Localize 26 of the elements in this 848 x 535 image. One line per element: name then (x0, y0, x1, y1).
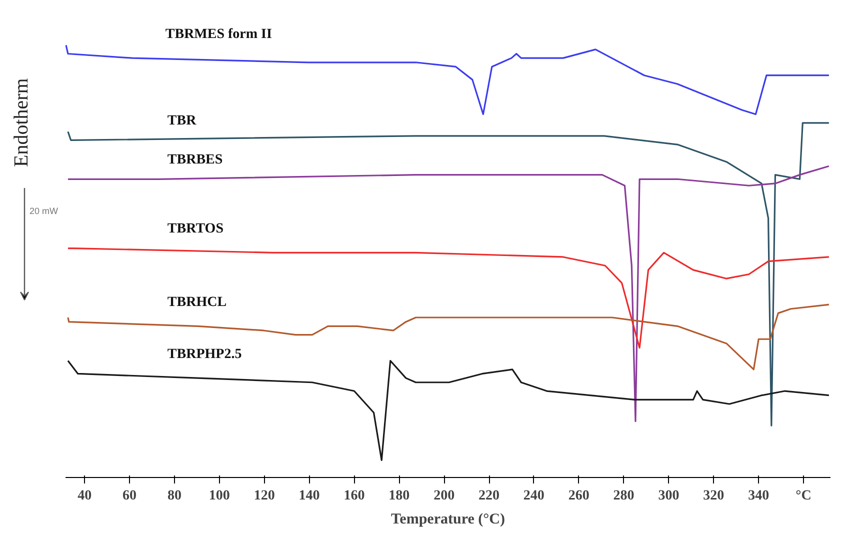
series-label: TBR (167, 114, 198, 129)
x-tick-label: 280 (613, 488, 634, 504)
x-tick-label: 40 (78, 488, 92, 504)
x-tick-label: 120 (254, 488, 275, 504)
x-tick-label: 220 (478, 488, 500, 504)
x-tick-label: 100 (208, 488, 230, 504)
x-tick-label: 200 (434, 488, 455, 504)
x-tick-label: °C (796, 488, 812, 504)
y-axis-title: Endotherm (10, 78, 32, 168)
series-label: TBRBES (167, 152, 223, 168)
x-tick-label: 240 (523, 488, 544, 504)
x-tick-label: 180 (388, 488, 410, 504)
x-tick-label: 320 (703, 488, 724, 504)
x-axis-title: Temperature (°C) (391, 512, 505, 528)
series-label: TBRHCL (167, 295, 227, 310)
x-tick-label: 160 (344, 488, 365, 504)
x-tick-label: 140 (298, 488, 320, 504)
text: 20 mW (29, 206, 58, 216)
x-tick-label: 80 (167, 488, 182, 504)
series-label: TBRPHP2.5 (167, 347, 242, 362)
x-tick-label: 60 (122, 488, 137, 504)
x-tick-label: 260 (568, 488, 590, 504)
series-label: TBRMES form II (165, 27, 272, 42)
x-tick-label: 340 (748, 488, 770, 504)
series-label: TBRTOS (167, 222, 224, 237)
x-tick-label: 300 (658, 488, 680, 504)
